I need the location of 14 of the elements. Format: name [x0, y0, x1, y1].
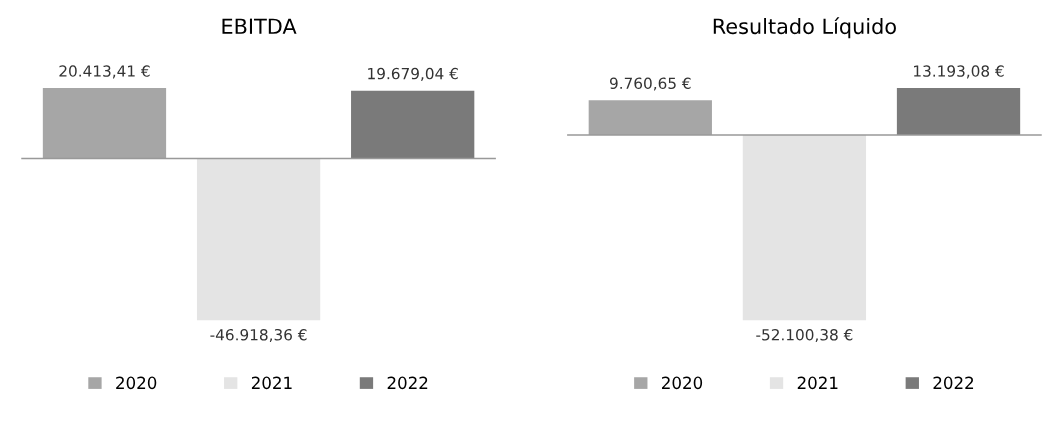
legend-label: 2021 [797, 376, 838, 390]
chart-title: EBITDA [222, 18, 297, 34]
data-label: 20.413,41 € [59, 65, 150, 79]
legend-label: 2022 [387, 376, 428, 390]
data-label: 13.193,08 € [914, 65, 1004, 79]
data-label: -52.100,38 € [756, 328, 853, 343]
legend-label: 2022 [933, 376, 974, 390]
legend-label: 2020 [116, 376, 157, 390]
data-label: -46.918,36 € [210, 328, 307, 343]
data-label: 9.760,65 € [609, 77, 691, 91]
chart-title: Resultado Líquido [713, 17, 896, 39]
legend-label: 2021 [251, 376, 292, 390]
data-label: 19.679,04 € [368, 67, 458, 81]
legend-label: 2020 [662, 376, 703, 390]
